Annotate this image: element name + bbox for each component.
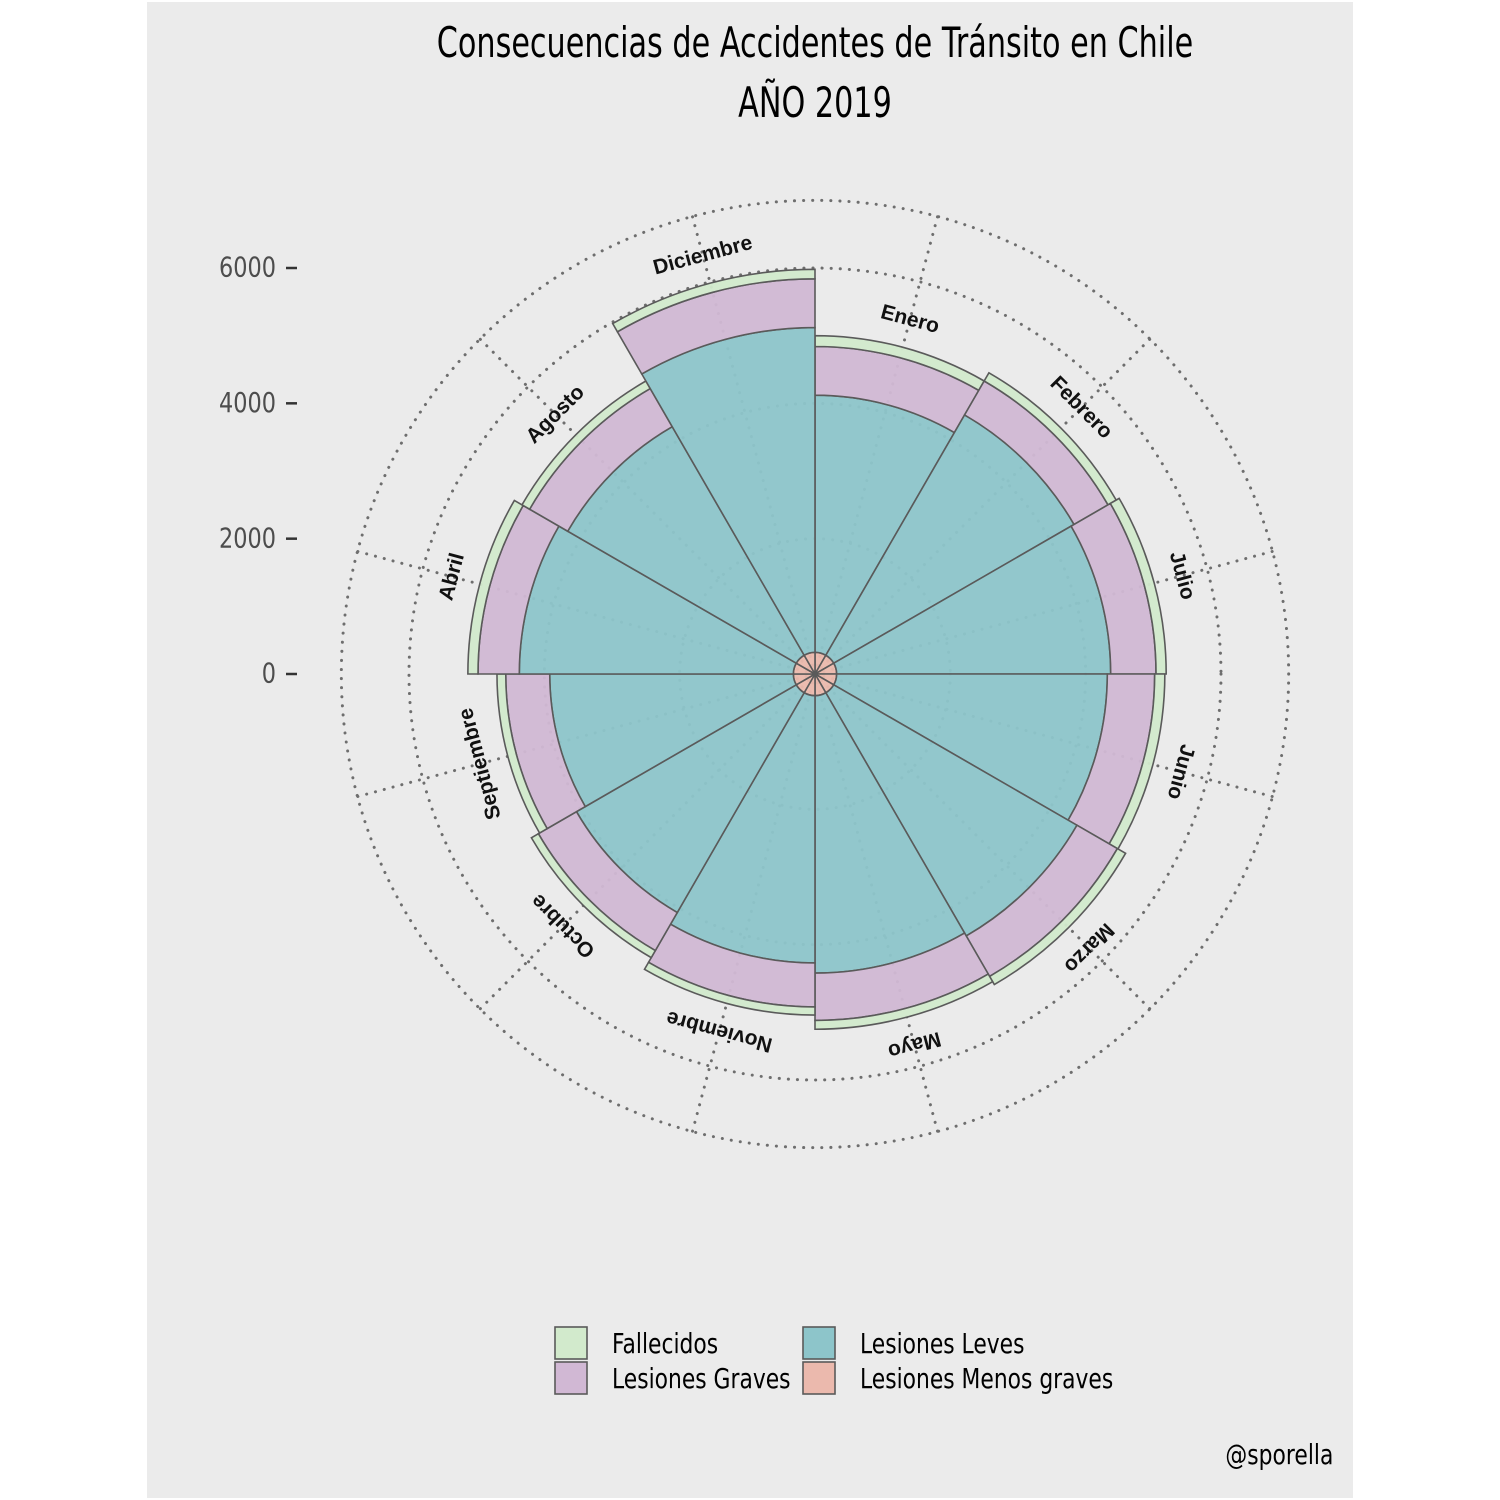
bar-diciembre-s3 [611, 268, 816, 333]
category-label-noviembre: Noviembre [664, 1006, 775, 1056]
y-axis: 0 2000 4000 6000 [219, 250, 297, 689]
y-tick-label-0: 0 [262, 656, 276, 689]
bar-noviembre-s3 [643, 961, 816, 1016]
legend-key-1 [802, 1326, 836, 1360]
y-tick-label-4000: 4000 [219, 386, 276, 419]
grid-ring-2 [407, 266, 1223, 1082]
legend: Fallecidos Lesiones Leves Lesiones Graves L… [554, 1326, 1113, 1395]
category-label-septiembre: Septiembre [454, 706, 506, 822]
legend-label-0: Fallecidos [612, 1327, 718, 1359]
bars [467, 268, 1167, 1031]
credit-text: @sporella [1225, 1438, 1333, 1471]
category-label-abril: Abril [434, 551, 469, 603]
grid-ring-3 [339, 198, 1291, 1150]
category-label-mayo: Mayo [886, 1027, 944, 1063]
bar-octubre-s3 [530, 832, 657, 959]
legend-label-1: Lesiones Leves [860, 1327, 1024, 1359]
legend-label-3: Lesiones Menos graves [860, 1362, 1113, 1394]
legend-label-2: Lesiones Graves [612, 1362, 791, 1394]
y-tick-label-2000: 2000 [219, 521, 276, 554]
category-label-junio: Junio [1163, 742, 1200, 802]
chart-title-line-2: AÑO 2019 [738, 78, 892, 127]
category-label-julio: Julio [1165, 549, 1200, 602]
legend-key-0 [554, 1326, 588, 1360]
legend-key-3 [802, 1361, 836, 1395]
legend-key-2 [554, 1361, 588, 1395]
category-label-diciembre: Diciembre [651, 231, 755, 279]
category-label-enero: Enero [878, 300, 941, 338]
bar-mayo-s3 [814, 972, 994, 1031]
chart-title-line-1: Consecuencias de Accidentes de Tránsito … [436, 18, 1194, 67]
y-tick-label-6000: 6000 [219, 250, 276, 283]
